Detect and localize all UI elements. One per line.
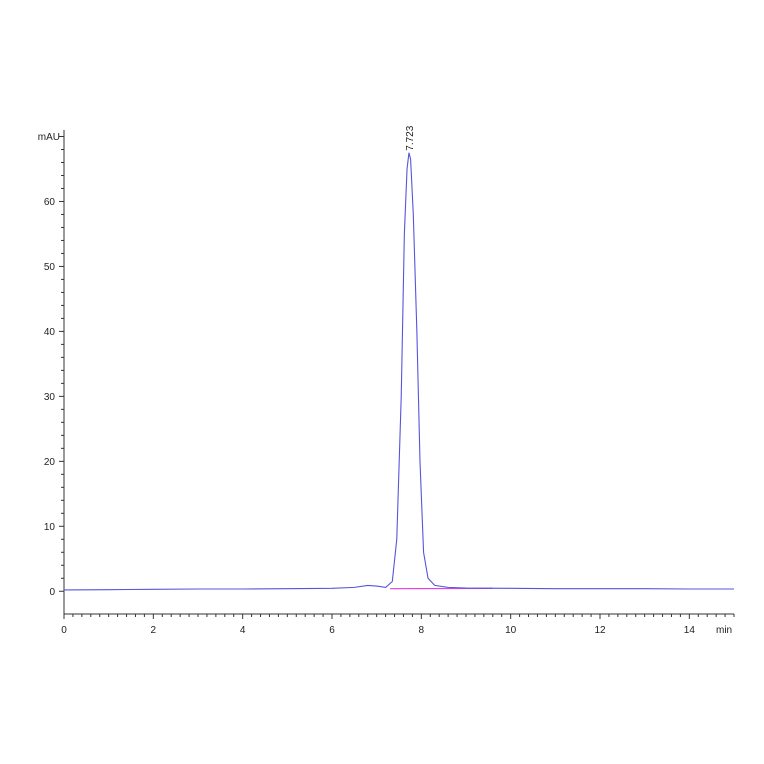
- y-axis-unit-label: mAU: [38, 132, 60, 143]
- x-tick-label: 12: [594, 625, 606, 636]
- y-tick-label: 0: [49, 587, 55, 598]
- x-tick-label: 6: [329, 625, 335, 636]
- x-tick-label: 0: [61, 625, 67, 636]
- y-tick-label: 40: [44, 327, 56, 338]
- peak-retention-time-label: 7.723: [405, 125, 416, 150]
- axes: [63, 130, 734, 615]
- x-tick-label: 4: [240, 625, 246, 636]
- x-tick-label: 2: [151, 625, 157, 636]
- y-tick-label: 20: [44, 457, 56, 468]
- y-ticks: 0 10 20 30 40 50 60: [44, 135, 64, 598]
- y-tick-label: 50: [44, 262, 56, 273]
- x-axis-unit-label: min: [716, 625, 732, 636]
- x-tick-label: 10: [505, 625, 517, 636]
- y-tick-label: 10: [44, 522, 56, 533]
- x-tick-label: 14: [684, 625, 696, 636]
- x-ticks: 0 2 4 6 8 10 12 14: [61, 614, 735, 636]
- y-tick-label: 60: [44, 197, 56, 208]
- x-tick-label: 8: [419, 625, 425, 636]
- signal-trace: [63, 152, 734, 591]
- y-tick-label: 30: [44, 392, 56, 403]
